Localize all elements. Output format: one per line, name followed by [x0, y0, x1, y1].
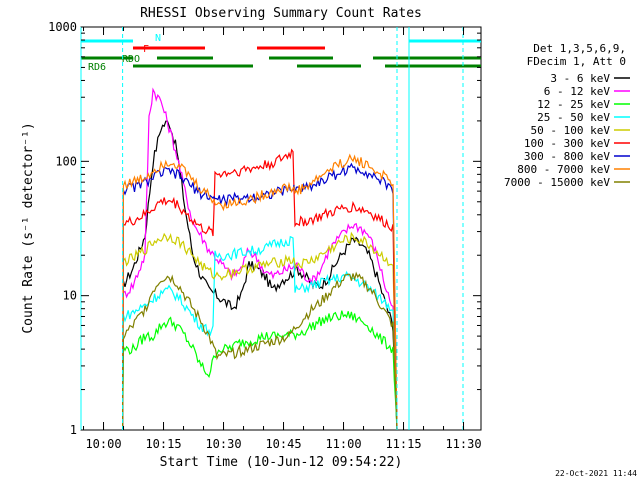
- x-tick-label: 10:45: [265, 437, 301, 451]
- flag-bar-label: N: [155, 33, 161, 44]
- legend-entry-label: 50 - 100 keV: [531, 124, 611, 137]
- x-tick-label: 11:00: [325, 437, 361, 451]
- legend-entry-label: 3 - 6 keV: [550, 72, 610, 85]
- series-line: [122, 231, 398, 431]
- axes: 10:00 10:15 10:30 10:45 11:00 11:15 11:30 1 10 10…: [48, 20, 481, 451]
- y-tick-label: 1: [70, 423, 77, 437]
- legend: Det 1,3,5,6,9,FDecim 1, Att 0 3 - 6 keV6 …: [504, 42, 630, 189]
- series-line: [122, 120, 398, 431]
- y-tick-label: 10: [63, 289, 77, 303]
- series-line: [122, 162, 398, 431]
- legend-entry-label: 7000 - 15000 keV: [504, 176, 610, 189]
- x-tick-label: 10:00: [85, 437, 121, 451]
- x-tick-label: 10:15: [145, 437, 181, 451]
- timestamp: 22-Oct-2021 11:44: [555, 469, 637, 478]
- flag-bar-label: RDO: [122, 54, 140, 65]
- legend-entry-label: 6 - 12 keV: [544, 85, 611, 98]
- legend-header: Det 1,3,5,6,9,: [533, 42, 626, 55]
- series-line: [122, 87, 398, 431]
- legend-header: FDecim 1, Att 0: [527, 55, 626, 68]
- plot-frame: [80, 26, 482, 431]
- y-tick-label: 1000: [48, 20, 77, 34]
- legend-entry-label: 100 - 300 keV: [524, 137, 610, 150]
- y-axis-label: Count Rate (s⁻¹ detector⁻¹): [21, 122, 36, 333]
- x-axis-label: Start Time (10-Jun-12 09:54:22): [160, 455, 403, 470]
- legend-entry-label: 12 - 25 keV: [537, 98, 610, 111]
- chart-title: RHESSI Observing Summary Count Rates: [140, 6, 422, 21]
- legend-entry-label: 300 - 800 keV: [524, 150, 610, 163]
- vertical-markers: [80, 27, 464, 430]
- series-line: [122, 153, 398, 431]
- x-tick-label: 10:30: [205, 437, 241, 451]
- legend-entry-label: 25 - 50 keV: [537, 111, 610, 124]
- series-line: [122, 310, 398, 431]
- flag-bar-label: RD6: [88, 62, 106, 73]
- series-layer: [122, 87, 398, 431]
- series-line: [122, 271, 398, 431]
- plot-border: [80, 26, 482, 431]
- y-tick-label: 100: [55, 154, 77, 168]
- legend-entry-label: 800 - 7000 keV: [517, 163, 610, 176]
- x-tick-label: 11:30: [445, 437, 481, 451]
- flag-bar-label: F: [143, 44, 149, 55]
- x-tick-label: 11:15: [385, 437, 421, 451]
- series-line: [122, 148, 398, 431]
